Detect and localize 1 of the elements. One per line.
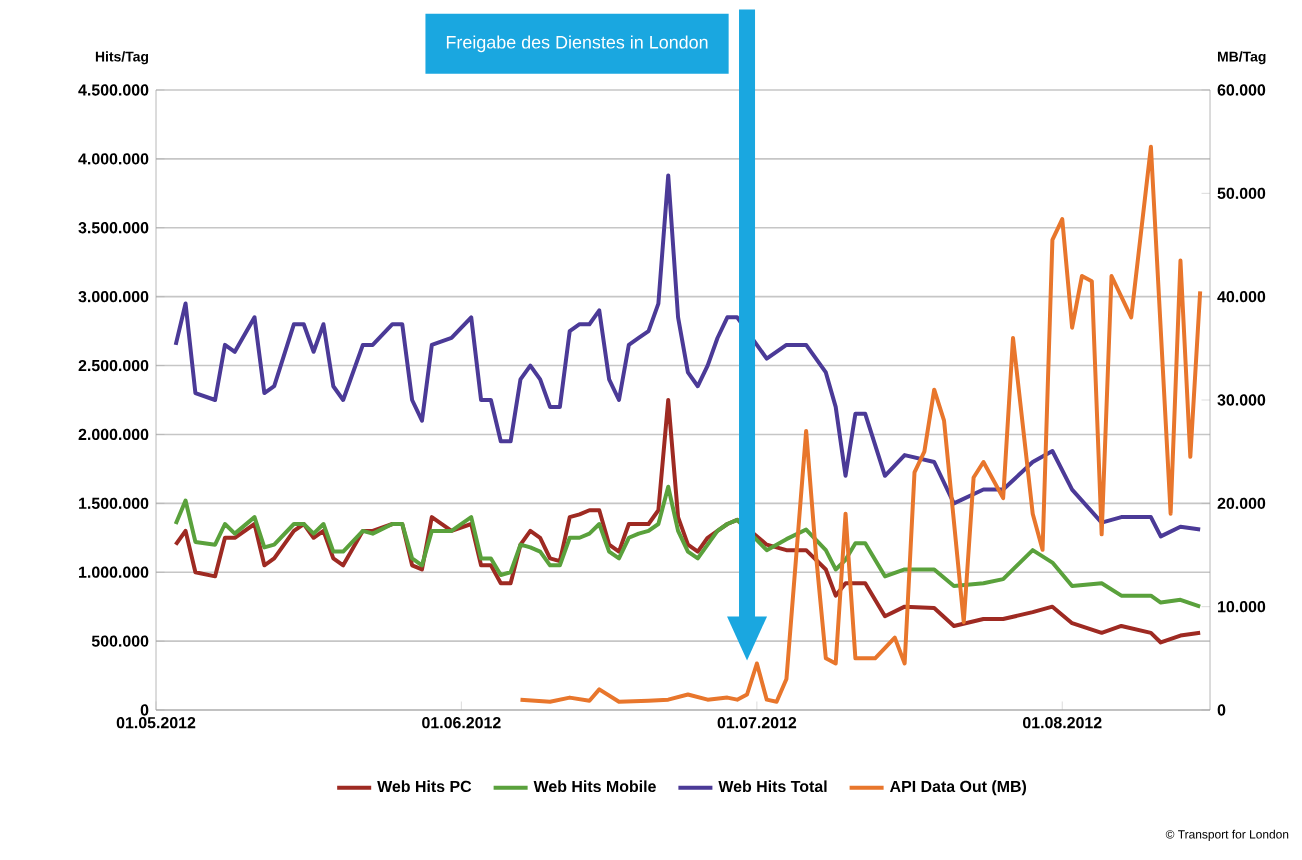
ref-line-label: Freigabe des Dienstes in London (446, 35, 708, 53)
